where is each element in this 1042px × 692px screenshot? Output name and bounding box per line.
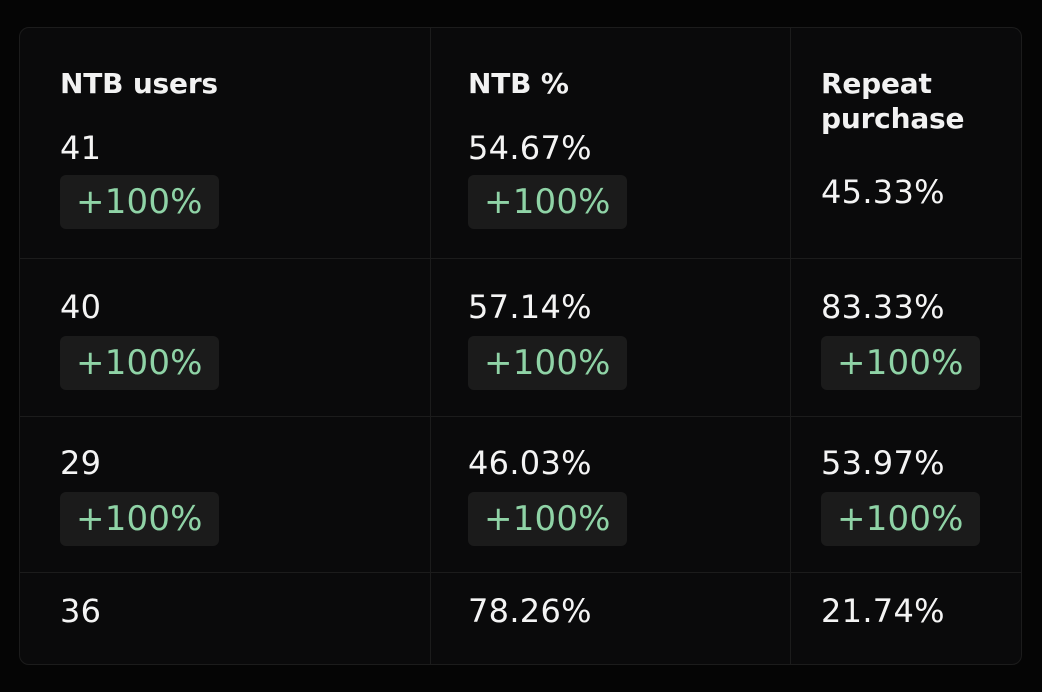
repeat-purchase-value: 21.74% [821, 592, 945, 630]
ntb-pct-value: 78.26% [468, 592, 592, 630]
ntb-users-value: 36 [60, 592, 102, 630]
change-badge: +100% [60, 492, 219, 546]
repeat-purchase-cell: Repeat purchase 45.33% [791, 28, 1021, 258]
ntb-pct-cell: 78.26% [431, 573, 791, 664]
change-badge: +100% [60, 175, 219, 229]
metrics-card: NTB users 41 +100% NTB % 54.67% +100% Re… [19, 27, 1022, 665]
ntb-pct-value: 54.67% [468, 129, 592, 167]
table-row: 29 +100% 46.03% +100% 53.97% +100% [20, 416, 1021, 573]
repeat-purchase-value: 53.97% [821, 444, 945, 482]
repeat-purchase-cell: 53.97% +100% [791, 417, 1021, 573]
ntb-pct-cell: NTB % 54.67% +100% [431, 28, 791, 258]
change-badge: +100% [821, 492, 980, 546]
change-badge: +100% [468, 175, 627, 229]
change-badge: +100% [468, 336, 627, 390]
change-badge: +100% [60, 336, 219, 390]
ntb-pct-cell: 46.03% +100% [431, 417, 791, 573]
table-row: 36 78.26% 21.74% [20, 572, 1021, 664]
repeat-purchase-header-line2: purchase [821, 102, 965, 135]
repeat-purchase-cell: 21.74% [791, 573, 1021, 664]
ntb-pct-cell: 57.14% +100% [431, 259, 791, 417]
repeat-purchase-cell: 83.33% +100% [791, 259, 1021, 417]
ntb-pct-header: NTB % [468, 67, 569, 100]
ntb-users-cell: NTB users 41 +100% [20, 28, 431, 258]
repeat-purchase-header-line1: Repeat [821, 67, 932, 100]
ntb-users-cell: 29 +100% [20, 417, 431, 573]
repeat-purchase-value: 45.33% [821, 173, 945, 211]
ntb-users-value: 41 [60, 129, 102, 167]
change-badge: +100% [821, 336, 980, 390]
ntb-pct-value: 46.03% [468, 444, 592, 482]
table-row: NTB users 41 +100% NTB % 54.67% +100% Re… [20, 28, 1021, 258]
table-row: 40 +100% 57.14% +100% 83.33% +100% [20, 258, 1021, 417]
change-badge: +100% [468, 492, 627, 546]
repeat-purchase-value: 83.33% [821, 288, 945, 326]
repeat-purchase-header: Repeat purchase [821, 66, 964, 136]
ntb-users-header: NTB users [60, 67, 218, 100]
ntb-users-value: 40 [60, 288, 102, 326]
ntb-users-cell: 40 +100% [20, 259, 431, 417]
ntb-users-cell: 36 [20, 573, 431, 664]
ntb-pct-value: 57.14% [468, 288, 592, 326]
ntb-users-value: 29 [60, 444, 102, 482]
